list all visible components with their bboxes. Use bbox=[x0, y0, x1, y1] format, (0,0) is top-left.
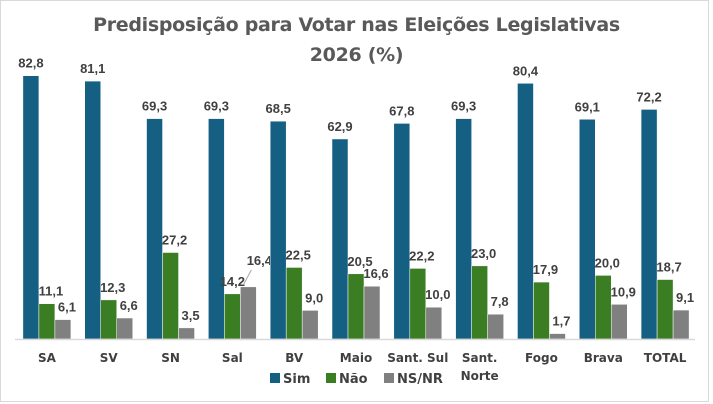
bar-sim-3 bbox=[208, 118, 225, 340]
data-label: 72,2 bbox=[636, 89, 661, 104]
chart-title-line-2: 2026 (%) bbox=[309, 44, 404, 66]
bar-nsnr-0 bbox=[54, 319, 72, 340]
bar-sim-7 bbox=[455, 118, 472, 340]
bar-nsnr-5 bbox=[363, 285, 381, 340]
bar-não-8 bbox=[533, 281, 550, 340]
data-label: 82,8 bbox=[18, 56, 43, 71]
bar-sim-2 bbox=[146, 118, 163, 340]
x-tick-label: SV bbox=[100, 351, 119, 365]
bar-não-0 bbox=[38, 303, 56, 340]
data-label: 20,0 bbox=[595, 255, 620, 270]
data-label: 9,1 bbox=[676, 290, 694, 305]
data-label: 69,3 bbox=[451, 99, 476, 114]
legend-swatch-sim bbox=[270, 373, 280, 383]
x-tick-label: SN bbox=[161, 351, 180, 365]
bar-sim-9 bbox=[579, 119, 596, 340]
data-label: 68,5 bbox=[266, 101, 291, 116]
bar-não-5 bbox=[347, 273, 365, 340]
data-label: 6,1 bbox=[58, 300, 76, 315]
legend-label: Sim bbox=[283, 372, 310, 387]
bar-não-9 bbox=[595, 275, 612, 340]
data-label: 14,2 bbox=[220, 274, 245, 289]
bar-não-1 bbox=[100, 299, 117, 340]
bar-não-3 bbox=[224, 293, 241, 340]
data-label: 69,3 bbox=[204, 99, 229, 114]
legend-swatch-não bbox=[326, 373, 336, 383]
bar-nsnr-1 bbox=[116, 317, 133, 340]
bar-nsnr-3 bbox=[240, 286, 257, 340]
x-tick-label: TOTAL bbox=[644, 351, 687, 365]
legend-label: NS/NR bbox=[397, 372, 443, 387]
data-label: 69,1 bbox=[575, 99, 600, 114]
bar-não-7 bbox=[471, 265, 488, 340]
bar-nsnr-2 bbox=[178, 327, 195, 340]
bar-não-10 bbox=[656, 279, 674, 340]
bar-nsnr-10 bbox=[672, 309, 690, 340]
bar-sim-4 bbox=[269, 120, 287, 340]
bar-sim-0 bbox=[22, 75, 40, 340]
legend-label: Não bbox=[339, 372, 368, 387]
x-tick-label: Sant. Sul bbox=[387, 351, 448, 365]
data-label: 62,9 bbox=[327, 119, 352, 134]
data-label: 81,1 bbox=[80, 61, 105, 76]
data-label: 6,6 bbox=[120, 298, 138, 313]
bar-sim-6 bbox=[393, 123, 411, 340]
data-label: 7,8 bbox=[491, 294, 509, 309]
bar-sim-5 bbox=[331, 138, 349, 340]
x-tick-label: BV bbox=[285, 351, 304, 365]
data-label: 80,4 bbox=[513, 63, 539, 78]
chart-title-line-1: Predisposição para Votar nas Eleições Le… bbox=[93, 14, 620, 36]
x-tick-label: Norte bbox=[461, 369, 499, 383]
data-label: 22,5 bbox=[286, 247, 311, 262]
bar-sim-1 bbox=[84, 80, 101, 340]
data-label: 12,3 bbox=[100, 280, 125, 295]
label-leader-line bbox=[242, 269, 252, 286]
x-tick-label: Fogo bbox=[525, 351, 558, 365]
data-label: 22,2 bbox=[409, 248, 434, 263]
legend-swatch-nsnr bbox=[384, 373, 394, 383]
data-label: 17,9 bbox=[533, 262, 558, 277]
data-label: 18,7 bbox=[656, 260, 681, 275]
x-tick-label: Sant. bbox=[462, 351, 498, 365]
data-label: 10,0 bbox=[425, 287, 450, 302]
bar-sim-10 bbox=[640, 109, 658, 340]
data-label: 69,3 bbox=[142, 99, 167, 114]
bar-nsnr-4 bbox=[301, 310, 319, 340]
x-tick-label: Maio bbox=[340, 351, 372, 365]
data-label: 9,0 bbox=[305, 290, 323, 305]
bar-nsnr-9 bbox=[611, 304, 628, 340]
data-label: 16,4 bbox=[247, 253, 273, 268]
data-label: 23,0 bbox=[471, 246, 496, 261]
x-tick-label: Sal bbox=[222, 351, 243, 365]
bar-não-6 bbox=[409, 268, 427, 340]
data-label: 67,8 bbox=[389, 103, 414, 118]
x-tick-label: Brava bbox=[584, 351, 623, 365]
x-tick-label: SA bbox=[38, 351, 57, 365]
data-label: 1,7 bbox=[552, 314, 570, 329]
data-label: 16,6 bbox=[363, 266, 388, 281]
data-label: 20,5 bbox=[347, 254, 372, 269]
bar-não-2 bbox=[162, 252, 179, 340]
data-label: 10,9 bbox=[611, 284, 636, 299]
bar-sim-8 bbox=[517, 83, 534, 340]
bar-não-4 bbox=[285, 267, 303, 340]
data-label: 3,5 bbox=[182, 308, 200, 323]
bar-nsnr-8 bbox=[549, 333, 566, 340]
bar-nsnr-7 bbox=[487, 313, 504, 340]
bar-nsnr-6 bbox=[425, 306, 443, 340]
data-label: 11,1 bbox=[39, 284, 64, 299]
data-label: 27,2 bbox=[162, 233, 187, 248]
